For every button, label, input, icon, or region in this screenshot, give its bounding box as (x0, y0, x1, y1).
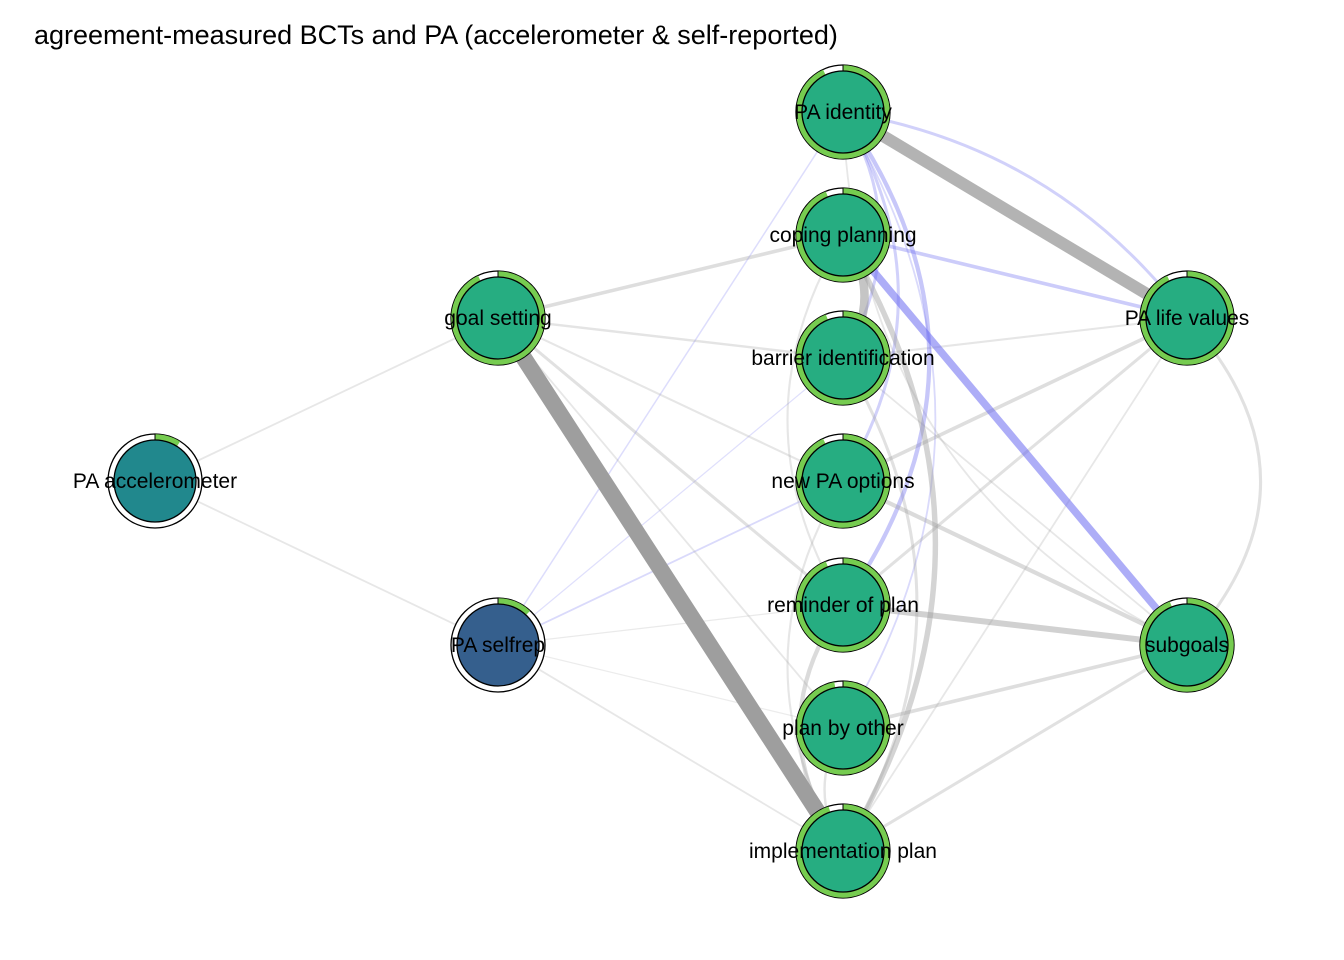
node-pie-arc (796, 434, 890, 528)
node-circle (801, 439, 885, 523)
node-pie-arc (796, 65, 890, 159)
node-label: reminder of plan (767, 594, 919, 617)
node-circle (801, 809, 885, 893)
node-barrier_identification: barrier identification (751, 310, 935, 406)
edge-pa_selfrep-plan_by_other (497, 644, 844, 729)
node-circle (113, 439, 197, 523)
node-pie-arc (1140, 271, 1234, 365)
node-label: implementation plan (749, 840, 937, 863)
node-new_pa_options: new PA options (771, 433, 915, 529)
node-pie-arc (796, 311, 890, 405)
node-pie-arc (796, 681, 890, 775)
edge-subgoals-implementation_plan (842, 643, 1188, 853)
edge-goal_setting-plan_by_other (497, 317, 844, 729)
node-plan_by_other: plan by other (782, 680, 904, 776)
node-pa_identity: PA identity (794, 64, 892, 160)
node-implementation_plan: implementation plan (749, 803, 937, 899)
edge-pa_identity-plan_by_other (842, 111, 937, 729)
edge-goal_setting-new_pa_options (497, 317, 844, 482)
edge-goal_setting-reminder_of_plan (497, 316, 844, 607)
edge-pa_identity-pa_selfrep (497, 111, 844, 646)
edge-goal_setting-implementation_plan (491, 313, 850, 856)
node-pie-arc (796, 188, 890, 282)
edge-goal_setting-coping_planning (497, 233, 844, 320)
node-circle (801, 686, 885, 770)
edge-pa_selfrep-reminder_of_plan (497, 604, 844, 646)
edge-barrier_identification-implementation_plan (841, 357, 919, 852)
edge-pa_life_values-implementation_plan (842, 317, 1188, 852)
edge-goal_setting-barrier_identification (497, 316, 844, 360)
edge-barrier_identification-subgoals (842, 357, 1188, 646)
node-pa_life_values: PA life values (1125, 270, 1250, 366)
node-pie-arc (1140, 598, 1234, 692)
edge-pa_accelerometer-pa_selfrep (154, 480, 499, 646)
edge-pa_selfrep-barrier_identification (497, 357, 844, 646)
node-coping_planning: coping planning (769, 187, 917, 283)
node-circle (801, 70, 885, 154)
edge-pa_identity-pa_life_values (839, 106, 1191, 324)
edge-new_pa_options-pa_life_values (842, 316, 1188, 483)
edge-coping_planning-reminder_of_plan (786, 234, 844, 606)
node-pie-arc (796, 558, 890, 652)
node-circle (456, 603, 540, 687)
node-pie-arc (497, 598, 531, 616)
node-reminder_of_plan: reminder of plan (767, 557, 919, 653)
edge-layer (154, 106, 1262, 856)
node-circle (801, 316, 885, 400)
chart-title: agreement-measured BCTs and PA (accelero… (34, 20, 838, 50)
node-circle (801, 563, 885, 647)
node-circle (1145, 603, 1229, 687)
node-label: subgoals (1145, 634, 1229, 657)
node-pa_selfrep: PA selfrep (450, 597, 546, 693)
node-goal_setting: goal setting (444, 270, 552, 366)
edge-coping_planning-pa_life_values (842, 233, 1188, 320)
node-label: new PA options (771, 470, 914, 493)
node-label: PA identity (794, 101, 892, 124)
node-pie-arc (796, 804, 890, 898)
edge-pa_identity-reminder_of_plan (841, 110, 932, 607)
node-pie-arc (451, 271, 545, 365)
edge-pa_identity-pa_life_values (842, 110, 1189, 319)
node-label: goal setting (444, 307, 551, 330)
node-subgoals: subgoals (1139, 597, 1235, 693)
node-pa_accelerometer: PA accelerometer (73, 433, 237, 529)
node-label: coping planning (769, 224, 916, 247)
edge-reminder_of_plan-subgoals (842, 602, 1188, 648)
node-layer: PA identity coping planning barrier identi… (73, 64, 1250, 899)
edge-pa_life_values-subgoals (1185, 316, 1262, 647)
edge-pa_selfrep-implementation_plan (497, 644, 844, 852)
edge-pa_life_values-reminder_of_plan (842, 316, 1188, 607)
node-pie-arc (154, 434, 181, 447)
edge-pa_selfrep-new_pa_options (497, 480, 844, 646)
node-label: barrier identification (751, 347, 934, 370)
node-circle (456, 276, 540, 360)
edge-pa_accelerometer-goal_setting (154, 317, 499, 482)
edge-subgoals-plan_by_other (842, 643, 1188, 730)
edge-coping_planning-subgoals (840, 232, 1190, 648)
node-label: PA selfrep (451, 634, 545, 657)
node-label: plan by other (782, 717, 903, 740)
edge-pa_life_values-barrier_identification (842, 316, 1188, 360)
node-label: PA accelerometer (73, 470, 237, 493)
edge-coping_planning-implementation_plan (840, 233, 938, 853)
node-circle (1145, 276, 1229, 360)
node-circle (801, 193, 885, 277)
node-label: PA life values (1125, 307, 1250, 330)
edge-new_pa_options-subgoals (842, 479, 1188, 647)
